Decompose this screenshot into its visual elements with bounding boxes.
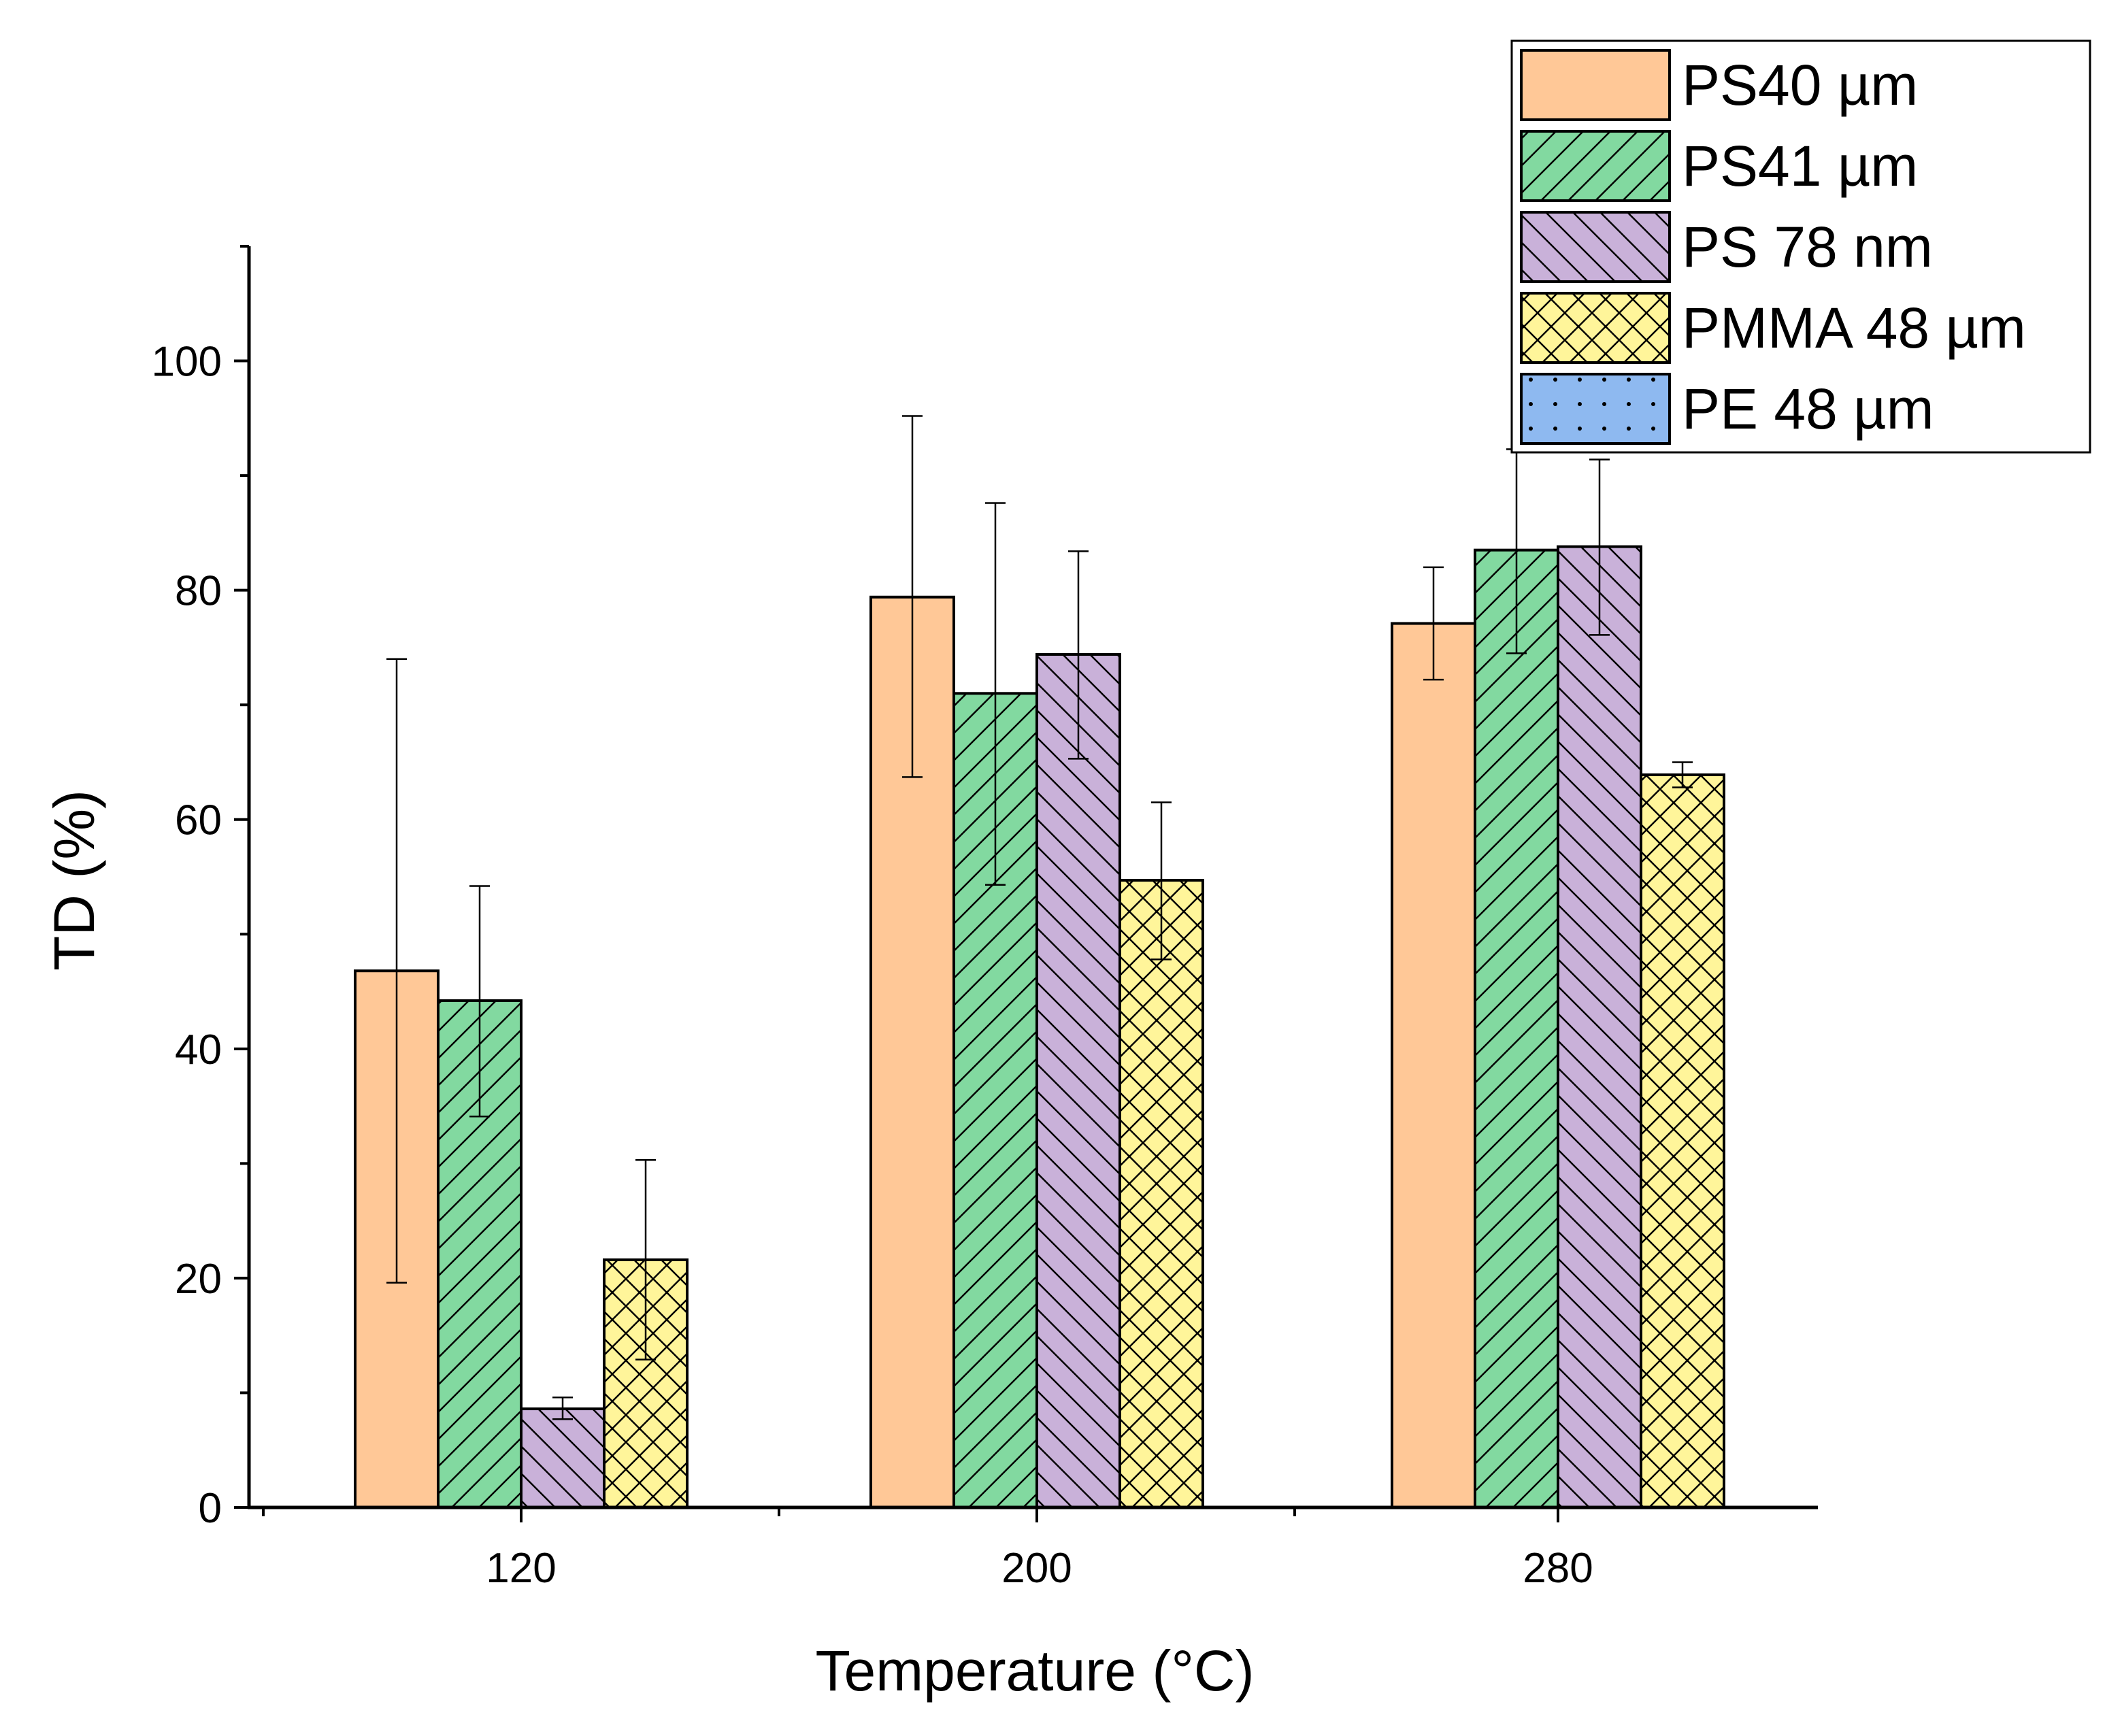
- bar-pattern: [1037, 654, 1120, 1508]
- legend-swatch-pattern: [1521, 374, 1670, 444]
- bar-pattern: [1558, 546, 1641, 1507]
- legend-item: PMMA 48 µm: [1520, 292, 2026, 364]
- bar-pattern: [1475, 550, 1558, 1507]
- x-tick-label: 200: [1001, 1545, 1072, 1592]
- legend-label: PE 48 µm: [1682, 377, 1934, 441]
- error-bar: [902, 415, 923, 778]
- error-bar: [1589, 458, 1610, 636]
- y-tick-label: 60: [175, 797, 222, 844]
- y-tick-label: 20: [175, 1256, 222, 1303]
- y-tick-label: 0: [199, 1485, 222, 1532]
- error-bar: [1151, 801, 1172, 961]
- legend-swatch-outline: [1520, 373, 1671, 445]
- error-bar: [1672, 761, 1693, 788]
- error-bar: [635, 1159, 656, 1361]
- error-bar: [985, 502, 1006, 886]
- legend-label: PS 78 nm: [1682, 215, 1933, 279]
- y-tick-label: 40: [175, 1026, 222, 1073]
- error-bar: [552, 1396, 573, 1420]
- x-axis-title: Temperature (°C): [815, 1639, 1254, 1703]
- legend-label: PMMA 48 µm: [1682, 296, 2026, 360]
- y-tick-label: 80: [175, 568, 222, 615]
- x-tick-label: 280: [1523, 1545, 1593, 1592]
- error-bar: [469, 885, 490, 1118]
- bars-layer: [354, 545, 1725, 1509]
- legend-swatch-outline: [1520, 292, 1671, 364]
- legend-swatch-pattern: [1521, 131, 1670, 201]
- legend-swatch-pattern: [1521, 212, 1670, 282]
- bar-ps40-m-280: [1392, 623, 1475, 1507]
- legend-label: PS40 µm: [1682, 53, 1918, 117]
- legend-swatch-outline: [1520, 130, 1671, 202]
- y-tick-label: 100: [152, 339, 222, 386]
- legend-item: PE 48 µm: [1520, 373, 1934, 445]
- legend-swatch-outline: [1520, 211, 1671, 283]
- legend-swatch-outline: [1520, 49, 1671, 121]
- y-axis-title: TD (%): [42, 790, 106, 971]
- legend-item: PS 78 nm: [1520, 211, 1933, 283]
- axis-labels: Temperature (°C) TD (%): [42, 790, 1255, 1703]
- error-bar: [386, 658, 407, 1284]
- legend-swatch-pattern: [1521, 293, 1670, 363]
- error-bar: [1068, 550, 1089, 760]
- bar-pattern: [1641, 774, 1724, 1507]
- axes: 0 20 40 60 80 100 120 200 280: [152, 245, 1818, 1592]
- bar-pattern: [1120, 880, 1203, 1507]
- legend-item: PS41 µm: [1520, 130, 1918, 202]
- error-bar: [1423, 566, 1444, 681]
- legend: PS40 µm PS41 µm PS 78 nm PMMA 48 µm PE 48 µm: [1510, 39, 2091, 454]
- legend-swatch: [1521, 50, 1670, 120]
- bar-pattern: [521, 1409, 604, 1507]
- legend-item: PS40 µm: [1520, 49, 1918, 121]
- x-tick-label: 120: [486, 1545, 556, 1592]
- legend-label: PS41 µm: [1682, 134, 1918, 198]
